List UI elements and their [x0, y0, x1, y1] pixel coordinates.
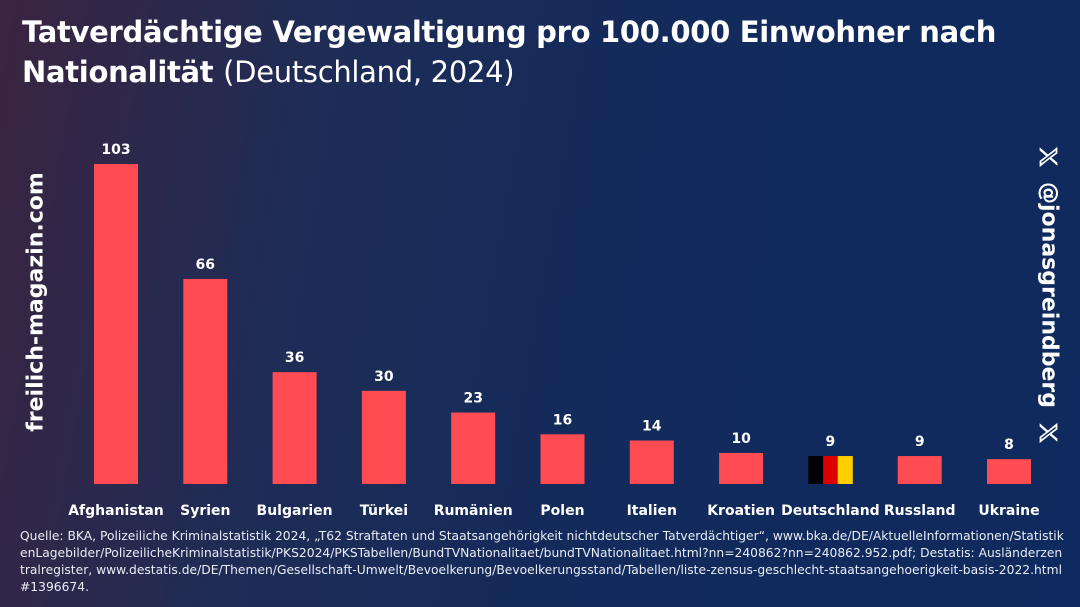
data-label: 9	[826, 434, 836, 450]
bar	[987, 459, 1031, 484]
category-label: Türkei	[360, 503, 408, 519]
category-label: Italien	[627, 503, 677, 519]
bar	[629, 440, 674, 484]
data-label: 10	[731, 431, 751, 447]
category-label: Afghanistan	[68, 503, 164, 519]
data-label: 14	[642, 419, 662, 435]
category-label: Ukraine	[978, 503, 1039, 519]
bar	[272, 372, 317, 484]
data-label: 36	[285, 350, 304, 366]
bar	[897, 456, 942, 484]
data-label: 66	[196, 257, 215, 273]
flag-bar-stripe	[837, 456, 853, 484]
data-label: 8	[1004, 437, 1014, 453]
data-label: 16	[553, 412, 572, 428]
category-label: Kroatien	[707, 503, 775, 519]
bar	[94, 164, 138, 484]
source-note: Quelle: BKA, Polizeiliche Kriminalstatis…	[20, 529, 1064, 594]
x-logo-icon	[1038, 146, 1060, 168]
data-label: 9	[915, 434, 925, 450]
data-label: 103	[101, 142, 130, 158]
data-label: 30	[374, 369, 394, 385]
category-label: Russland	[884, 503, 956, 519]
bar	[183, 278, 228, 484]
flag-bar-stripe	[823, 456, 839, 484]
flag-bar-stripe	[808, 456, 824, 484]
category-label: Polen	[540, 503, 584, 519]
bar	[719, 452, 764, 484]
x-logo-icon	[1038, 422, 1060, 444]
author-watermark: @jonasgreindberg	[1037, 132, 1062, 458]
title-main: Tatverdächtige Vergewaltigung pro 100.00…	[22, 15, 997, 89]
data-label: 23	[463, 391, 482, 407]
chart-title: Tatverdächtige Vergewaltigung pro 100.00…	[22, 12, 1042, 92]
bar	[540, 434, 585, 484]
bar	[451, 412, 496, 484]
category-label: Syrien	[180, 503, 230, 519]
category-label: Deutschland	[781, 503, 880, 519]
category-label: Rumänien	[434, 503, 513, 519]
category-label: Bulgarien	[257, 503, 333, 519]
title-subtitle: (Deutschland, 2024)	[223, 55, 515, 89]
bar	[361, 390, 406, 484]
